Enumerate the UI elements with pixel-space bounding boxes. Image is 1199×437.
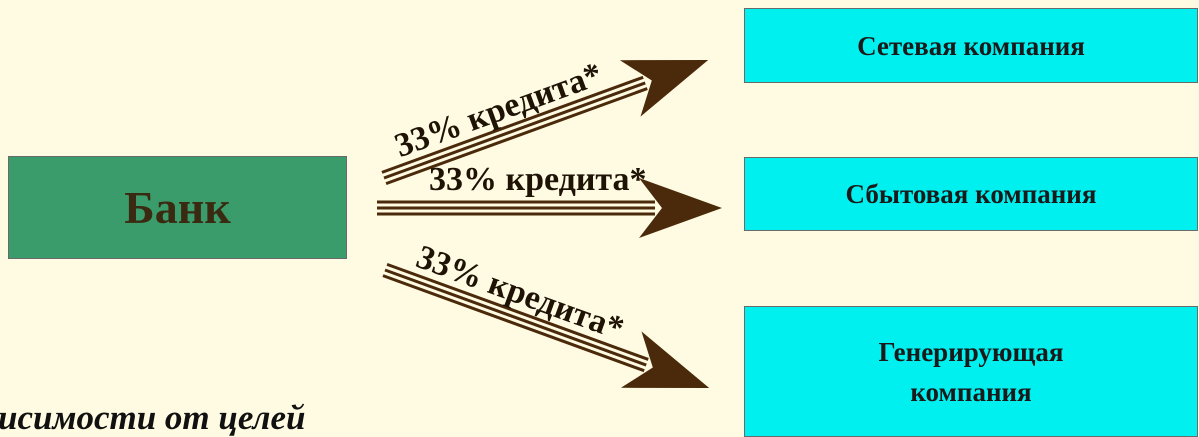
generating-company-label: Генерирующая компания (878, 336, 1064, 407)
arrow-label-sales: 33% кредита* (429, 161, 647, 198)
generating-company-box: Генерирующая компания (744, 306, 1198, 437)
network-company-box: Сетевая компания (744, 8, 1198, 83)
bank-box: Банк (8, 156, 347, 259)
sales-company-label: Сбытовая компания (845, 179, 1097, 209)
arrow-to-sales-company: 33% кредита* (375, 161, 724, 240)
footnote-text: исимости от целей (0, 398, 306, 437)
arrow-to-generating-company: 33% кредита* (373, 238, 721, 418)
bank-label: Банк (124, 182, 231, 233)
sales-company-box: Сбытовая компания (744, 157, 1198, 231)
network-company-label: Сетевая компания (857, 30, 1085, 61)
